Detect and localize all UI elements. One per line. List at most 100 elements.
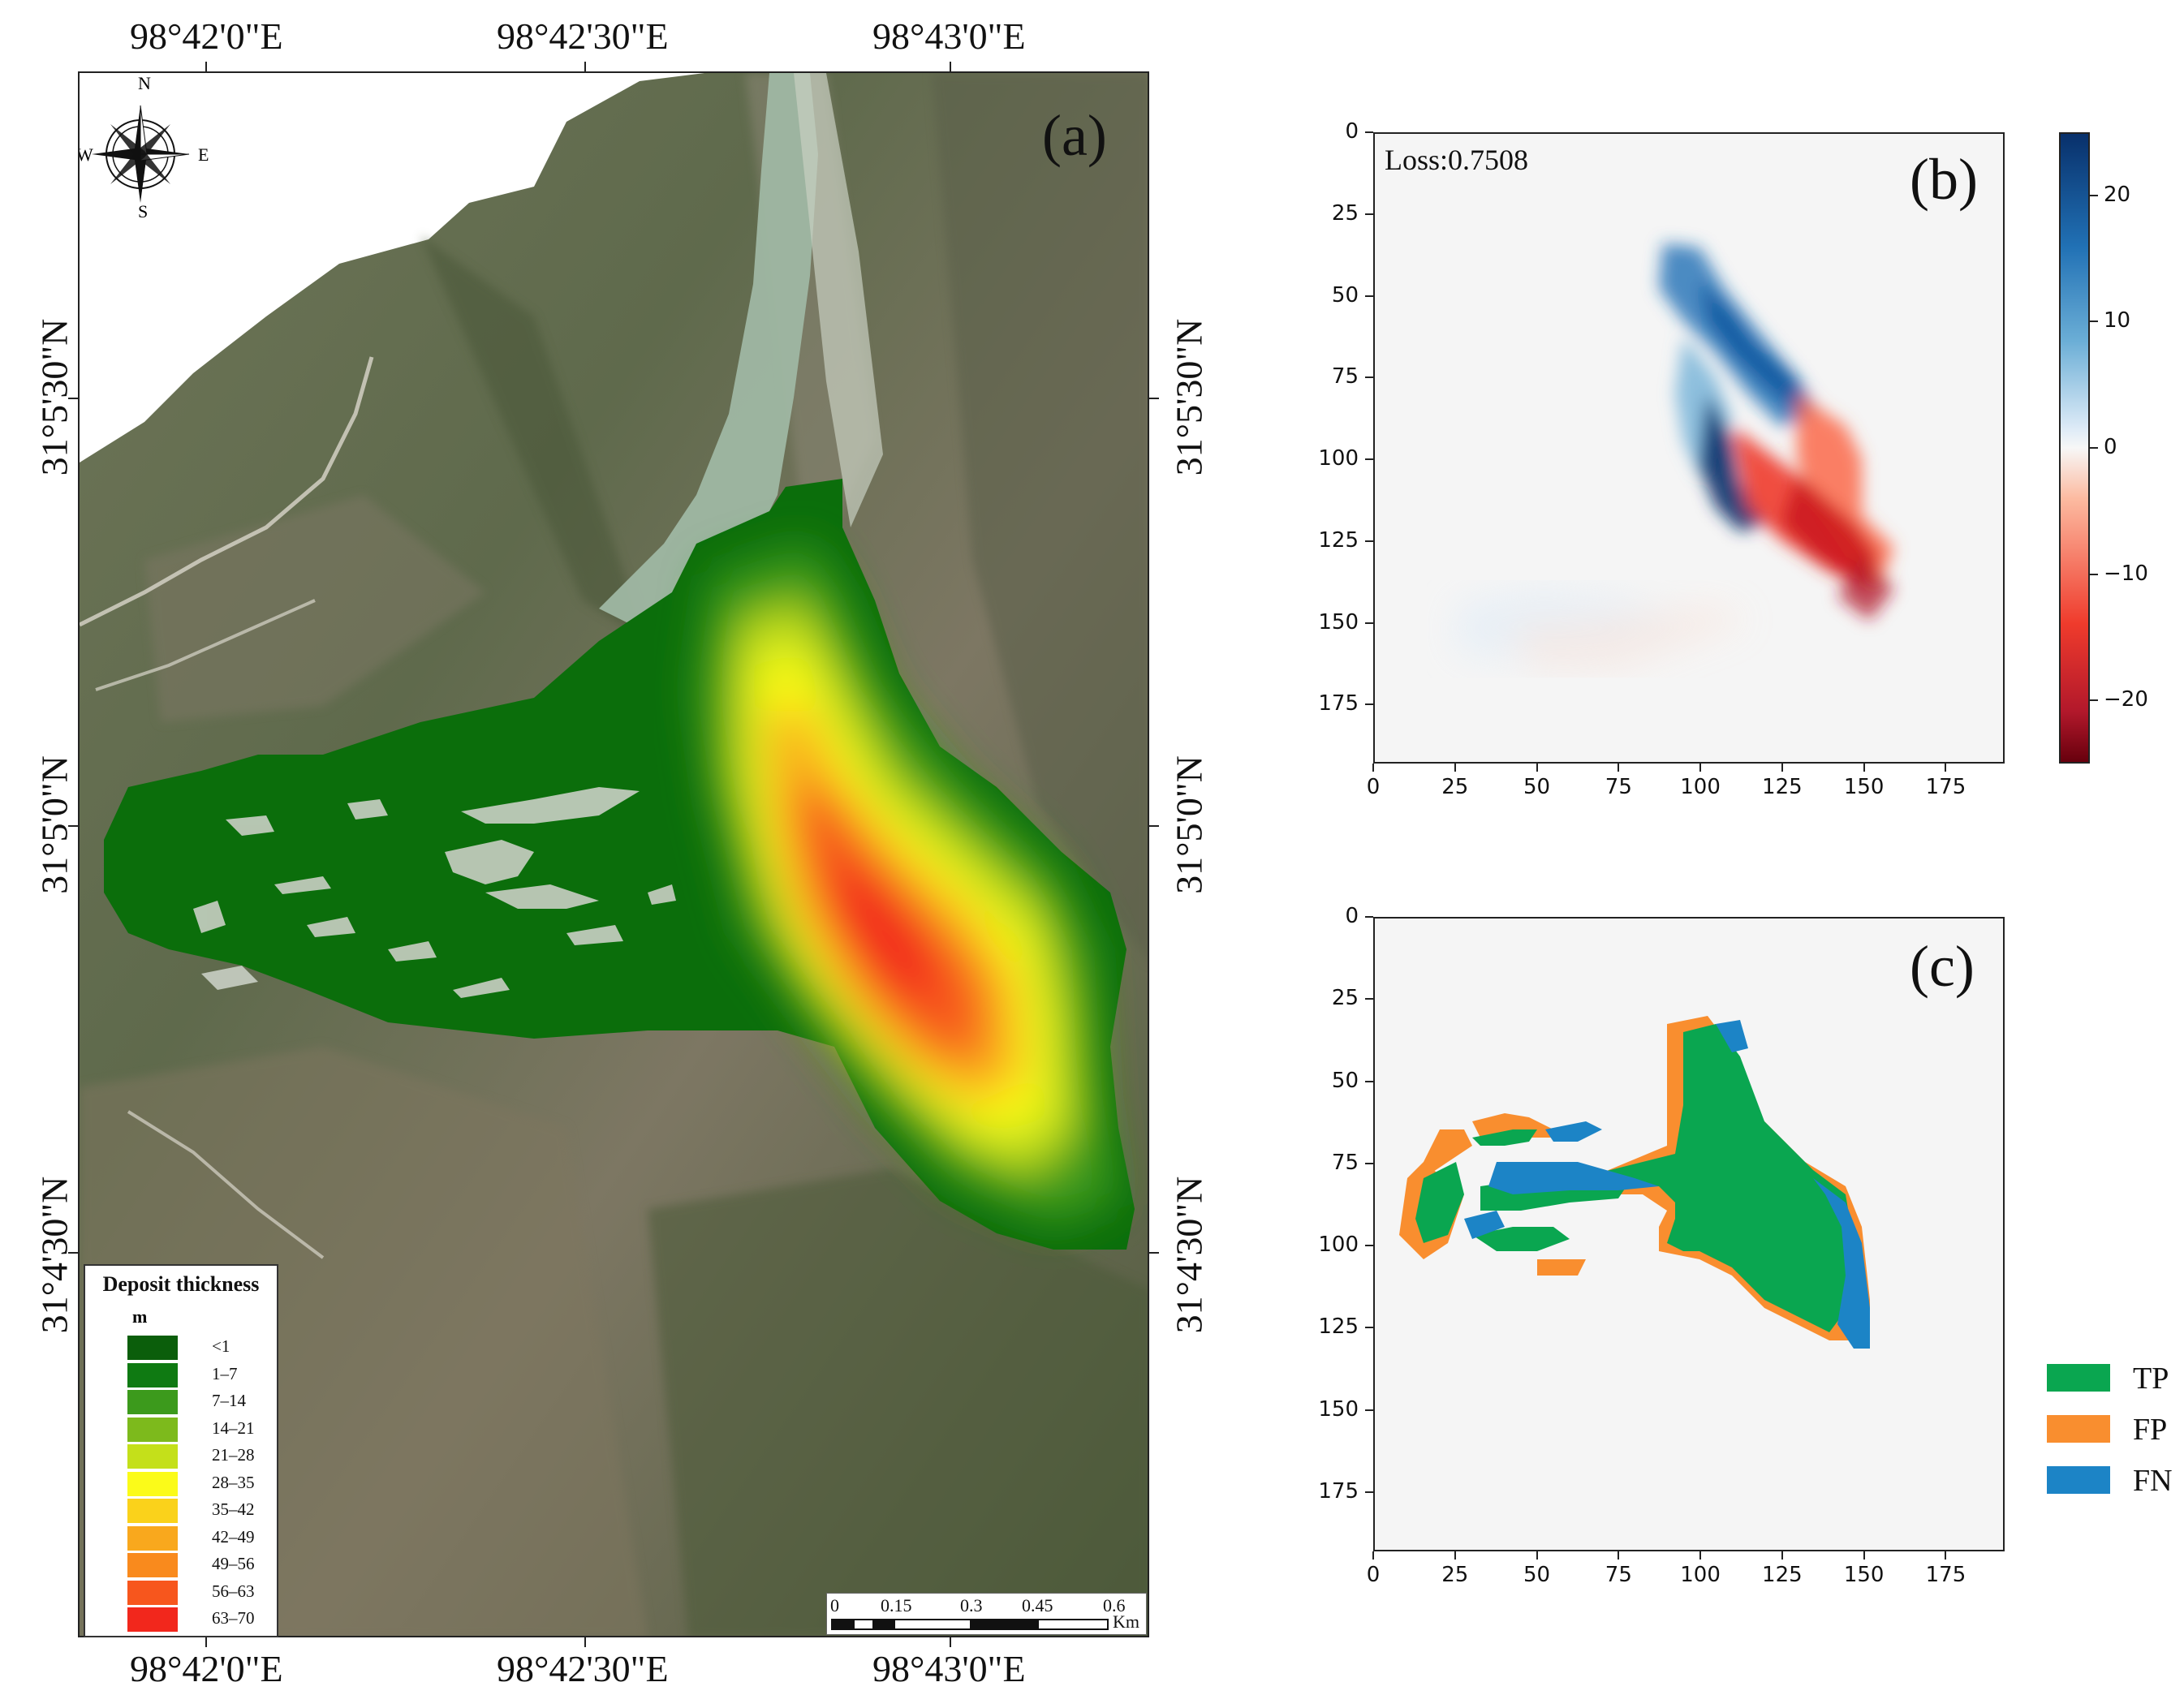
class-legend-label: FN <box>2133 1464 2173 1498</box>
x-tick-label: 150 <box>1843 1563 1885 1587</box>
x-tick-mark <box>1945 764 1947 772</box>
y-tick-label: 75 <box>1331 1150 1359 1175</box>
y-tick-label: 100 <box>1318 446 1359 471</box>
x-tick-label: 75 <box>1605 1563 1632 1587</box>
scale-bar: 0 0.15 0.3 0.45 0.6 Km <box>826 1593 1147 1635</box>
lon-tick-bottom-3 <box>950 1637 951 1647</box>
legend-label: 35–42 <box>212 1499 255 1519</box>
legend-title: Deposit thickness <box>102 1272 260 1296</box>
y-tick-mark <box>1365 703 1373 706</box>
colorbar-tick-mark <box>2090 447 2098 449</box>
deposit-thickness-field <box>696 544 1118 1225</box>
y-tick-label: 25 <box>1331 986 1359 1011</box>
x-tick-mark <box>1536 764 1538 772</box>
y-tick-mark <box>1365 295 1373 297</box>
legend-swatch <box>127 1580 178 1605</box>
legend-label: 56–63 <box>212 1581 255 1601</box>
x-tick-label: 50 <box>1523 775 1551 799</box>
y-tick-mark <box>1365 376 1373 379</box>
lat-label-right-2: 31°5'0"N <box>1168 755 1210 894</box>
y-tick-label: 175 <box>1318 1479 1359 1504</box>
x-tick-label: 175 <box>1925 775 1966 799</box>
lat-tick-right-2 <box>1149 825 1159 827</box>
legend-label: 28–35 <box>212 1472 255 1492</box>
compass-w-label: W <box>78 144 93 165</box>
scale-label-1: 0.15 <box>881 1595 912 1616</box>
lon-label-bottom-1: 98°42'0"E <box>130 1648 283 1689</box>
lon-label-bottom-2: 98°42'30"E <box>497 1648 669 1689</box>
legend-label: 42–49 <box>212 1526 255 1547</box>
y-tick-label: 25 <box>1331 200 1359 226</box>
lon-tick-top-1 <box>205 62 207 71</box>
x-tick-mark <box>1863 1551 1865 1560</box>
panel-b-difference-map <box>1456 243 1894 669</box>
y-tick-mark <box>1365 1491 1373 1494</box>
panel-a-label: (a) <box>1042 103 1107 168</box>
legend-label: 1–7 <box>212 1363 238 1383</box>
x-tick-mark <box>1863 764 1865 772</box>
lon-label-bottom-3: 98°43'0"E <box>872 1648 1026 1689</box>
lon-tick-top-3 <box>950 62 951 71</box>
lat-label-left-3: 31°4'30"N <box>33 1176 75 1334</box>
x-tick-label: 25 <box>1441 775 1469 799</box>
lat-tick-right-1 <box>1149 398 1159 399</box>
colorbar-tick-mark <box>2090 699 2098 702</box>
x-tick-mark <box>1372 1551 1374 1560</box>
y-tick-label: 50 <box>1331 1068 1359 1093</box>
legend-label: <1 <box>212 1336 230 1356</box>
map-svg <box>80 73 1148 1636</box>
class-legend-swatch <box>2047 1364 2110 1392</box>
lat-label-right-1: 31°5'30"N <box>1168 318 1210 476</box>
x-tick-mark <box>1618 1551 1620 1560</box>
compass-s-label: S <box>138 201 149 222</box>
colorbar-tick-label: −20 <box>2104 687 2148 712</box>
x-tick-mark <box>1454 1551 1456 1560</box>
x-tick-mark <box>1699 764 1702 772</box>
lat-tick-left-1 <box>68 398 78 399</box>
lat-tick-left-3 <box>68 1252 78 1254</box>
x-tick-label: 150 <box>1843 775 1885 799</box>
panel-c-plot-area <box>1373 917 2005 1551</box>
y-tick-mark <box>1365 1162 1373 1164</box>
scale-label-4: 0.6 <box>1103 1595 1126 1616</box>
legend-swatch <box>127 1607 178 1632</box>
panel-c-label: (c) <box>1910 934 1975 999</box>
loss-value: Loss:0.7508 <box>1385 144 1529 176</box>
x-tick-label: 125 <box>1762 775 1803 799</box>
scale-unit: Km <box>1113 1611 1139 1632</box>
x-tick-mark <box>1618 764 1620 772</box>
legend-swatch <box>127 1553 178 1577</box>
y-tick-mark <box>1365 1327 1373 1329</box>
class-legend-label: TP <box>2133 1362 2169 1396</box>
x-tick-label: 50 <box>1523 1563 1551 1587</box>
lon-tick-top-2 <box>584 62 586 71</box>
compass-icon <box>92 105 190 203</box>
panel-c-classification-map <box>1399 1016 1870 1349</box>
colorbar-tick-mark <box>2090 321 2098 323</box>
y-tick-mark <box>1365 916 1373 918</box>
x-tick-label: 25 <box>1441 1563 1469 1587</box>
x-tick-mark <box>1536 1551 1538 1560</box>
y-tick-mark <box>1365 213 1373 215</box>
river <box>599 73 818 633</box>
colorbar-tick-label: 20 <box>2104 182 2131 207</box>
legend-label: 21–28 <box>212 1445 255 1465</box>
colorbar-tick-label: 10 <box>2104 308 2131 333</box>
legend-swatch <box>127 1471 178 1496</box>
compass-e-label: E <box>198 144 209 165</box>
lon-label-top-2: 98°42'30"E <box>497 15 669 57</box>
x-tick-mark <box>1781 1551 1783 1560</box>
y-tick-label: 150 <box>1318 1396 1359 1422</box>
legend-label: 7–14 <box>212 1391 246 1410</box>
class-legend-swatch <box>2047 1466 2110 1494</box>
y-tick-mark <box>1365 998 1373 1000</box>
colorbar-tick-label: 0 <box>2104 435 2117 459</box>
y-tick-label: 75 <box>1331 364 1359 389</box>
y-tick-mark <box>1365 622 1373 624</box>
colorbar-tick-label: −10 <box>2104 561 2148 586</box>
y-tick-label: 100 <box>1318 1233 1359 1258</box>
legend-swatch <box>127 1499 178 1523</box>
lon-tick-bottom-2 <box>584 1637 586 1647</box>
colorbar-tick-mark <box>2090 573 2098 575</box>
legend-unit: m <box>132 1306 148 1327</box>
